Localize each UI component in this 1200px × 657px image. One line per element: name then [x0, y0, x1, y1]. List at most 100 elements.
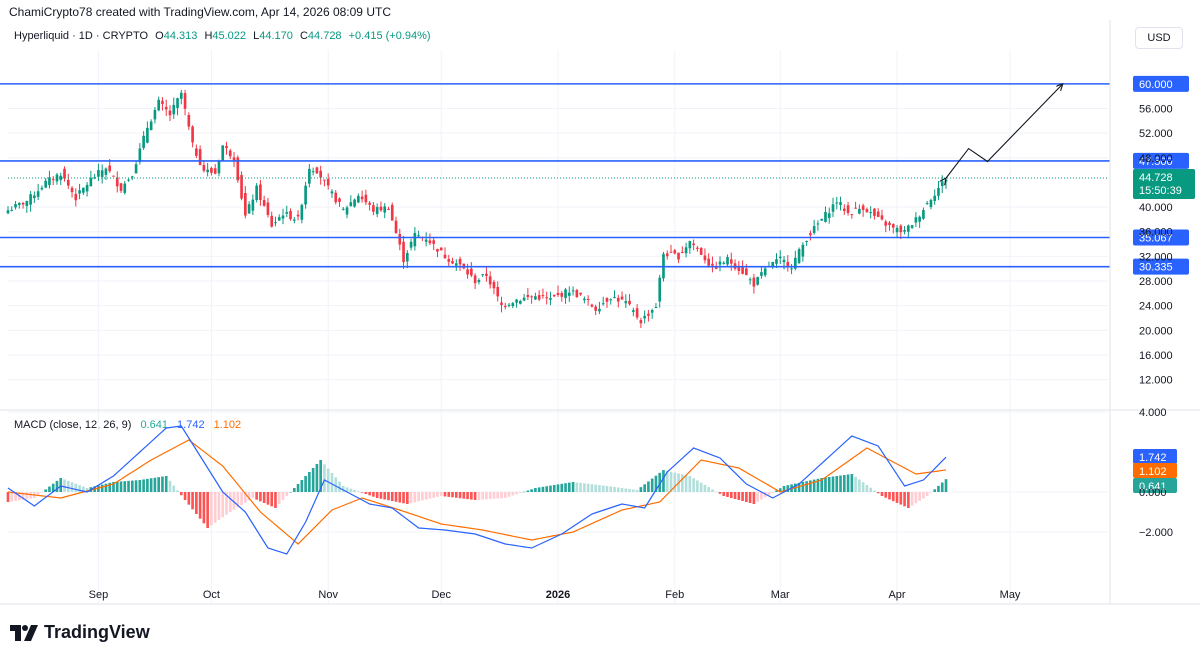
macd-histogram-bar [662, 470, 665, 492]
candle-body [729, 259, 733, 264]
macd-histogram-bar [473, 492, 477, 500]
candle-body [338, 198, 341, 202]
macd-histogram-bar [379, 492, 383, 499]
candle-body [172, 104, 176, 115]
candle-body [552, 294, 556, 297]
candle-body [21, 202, 25, 205]
macd-histogram-bar [25, 492, 29, 500]
candle-body [168, 110, 172, 116]
candle-body [112, 175, 115, 177]
candle-body [737, 265, 741, 271]
macd-histogram-bar [519, 492, 522, 493]
macd-histogram-bar [865, 485, 869, 492]
candle-body [157, 99, 161, 111]
candle-body [345, 207, 349, 215]
candle-body [673, 250, 677, 254]
candle-body [334, 192, 338, 203]
macd-histogram-bar [552, 485, 556, 492]
macd-histogram-bar [620, 488, 624, 492]
macd-histogram-bar [515, 492, 518, 495]
macd-histogram-bar [289, 492, 292, 493]
candle-body [907, 225, 910, 232]
candle-body [643, 315, 646, 319]
candle-body [296, 214, 300, 217]
brand-name: TradingView [44, 622, 150, 642]
macd-histogram-bar [696, 480, 699, 492]
price-tick-label: 12.000 [1139, 375, 1173, 387]
candle-body [78, 190, 81, 194]
macd-histogram-bar [319, 460, 322, 492]
candle-body [285, 212, 289, 214]
candle-body [895, 227, 899, 233]
candle-body [274, 222, 277, 224]
candle-body [650, 310, 654, 313]
macd-histogram-bar [737, 492, 741, 500]
candle-body [228, 150, 232, 157]
candle-body [869, 212, 872, 214]
macd-histogram-bar [300, 480, 304, 492]
macd-histogram-bar [436, 492, 439, 497]
candle-body [134, 164, 138, 174]
macd-histogram-bar [244, 492, 247, 503]
macd-histogram-bar [74, 483, 78, 492]
macd-histogram-bar [745, 492, 748, 502]
macd-histogram-bar [281, 492, 285, 500]
candle-body [684, 247, 688, 254]
candle-body [443, 254, 447, 259]
candle-body [794, 257, 797, 269]
candle-body [100, 170, 104, 177]
brand-logo[interactable]: TradingView [10, 622, 150, 643]
candle-body [481, 274, 484, 276]
candle-body [360, 196, 364, 200]
macd-histogram-bar [605, 486, 609, 492]
macd-histogram-bar [100, 484, 104, 492]
candle-body [417, 235, 420, 237]
candle-body [842, 208, 846, 211]
candle-body [364, 194, 368, 203]
level-badge [1133, 229, 1189, 246]
macd-histogram-bar [824, 477, 827, 492]
projection-layer [946, 84, 1063, 178]
macd-histogram-bar [119, 481, 123, 492]
macd-histogram-bar [937, 485, 940, 492]
candle-body [756, 277, 759, 285]
macd-histogram-bar [334, 477, 338, 492]
macd-histogram-bar [839, 475, 842, 492]
candle-body [711, 263, 714, 266]
macd-histogram-bar [594, 484, 597, 492]
last-price-label: 44.728 [1139, 172, 1173, 184]
macd-histogram-bar [405, 492, 409, 504]
candle-body [372, 205, 375, 212]
macd-histogram-bar [718, 492, 722, 494]
candle-body [225, 145, 228, 149]
time-tick-label: Oct [203, 589, 220, 601]
candle-body [247, 204, 251, 214]
macd-histogram-bar [451, 492, 454, 498]
open-key: O [155, 30, 164, 42]
candle-body [176, 98, 179, 109]
candle-body [760, 272, 763, 276]
macd-histogram-bar [933, 489, 937, 492]
candle-body [59, 175, 63, 180]
currency-button[interactable]: USD [1135, 27, 1183, 49]
macd-histogram-bar [36, 492, 40, 496]
macd-histogram-bar [492, 492, 496, 499]
candle-body [680, 251, 684, 253]
macd-histogram-bar [304, 476, 307, 492]
macd-histogram-bar [609, 486, 613, 492]
macd-histogram-bar [816, 478, 820, 492]
candle-body [726, 257, 729, 265]
candle-body [93, 177, 96, 179]
candle-body [436, 248, 439, 252]
axes-layer: 12.000 16.000 20.000 24.000 28.000 32.000 36.0… [0, 20, 1200, 605]
time-tick-label: Mar [771, 589, 790, 601]
countdown-label: 15:50:39 [1139, 185, 1182, 197]
macd-histogram-bar [402, 492, 405, 504]
macd-histogram-bar [801, 482, 805, 492]
macd-histogram-bar [782, 486, 786, 492]
candle-body [104, 168, 108, 175]
macd-histogram-bar [861, 482, 865, 492]
macd-histogram-bar [873, 490, 876, 492]
macd-value-badge [1133, 463, 1177, 478]
